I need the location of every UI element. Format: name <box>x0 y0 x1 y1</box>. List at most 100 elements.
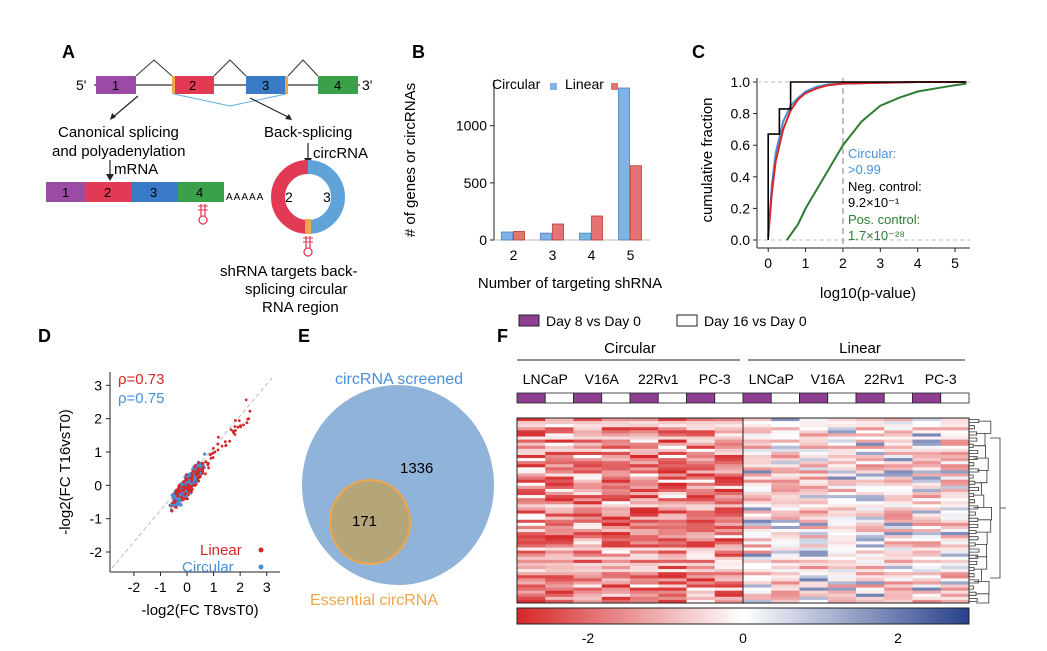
f-heatmap-cell <box>940 495 970 499</box>
f-heatmap-cell <box>545 448 574 453</box>
f-heatmap-cell <box>856 559 885 564</box>
f-heatmap-cell <box>884 458 913 462</box>
f-heatmap-cell <box>940 467 970 471</box>
f-heatmap-cell <box>545 492 574 496</box>
f-heatmap-cell <box>630 550 659 554</box>
d-point <box>200 468 205 473</box>
f-heatmap-cell <box>517 436 546 440</box>
f-heatmap-cell <box>714 439 744 443</box>
f-heatmap-cell <box>771 495 800 499</box>
f-heatmap-cell <box>714 510 744 514</box>
f-heatmap-cell <box>686 544 716 548</box>
b-ytick-label: 1000 <box>456 118 487 134</box>
f-heatmap-cell <box>714 479 744 484</box>
d-point <box>180 496 184 499</box>
d-point <box>170 493 174 497</box>
f-heatmap-cell <box>856 599 885 604</box>
f-heatmap-cell <box>601 479 631 484</box>
f-heatmap-cell <box>827 596 857 601</box>
f-heatmap-cell <box>545 516 574 521</box>
f-heatmap-cell <box>601 572 631 576</box>
f-heatmap-cell <box>884 513 913 517</box>
d-xtick-label: 3 <box>263 579 271 595</box>
f-heatmap-cell <box>827 544 857 548</box>
f-heatmap-cell <box>630 593 659 598</box>
f-cell-line-label: V16A <box>585 371 620 387</box>
f-heatmap-cell <box>771 464 800 468</box>
b-legend-circular: Circular <box>492 76 541 92</box>
venn-essential-label: Essential circRNA <box>310 592 438 609</box>
f-heatmap-cell <box>743 439 772 443</box>
f-heatmap-cell <box>940 541 970 545</box>
b-xtick-label: 5 <box>627 247 635 263</box>
b-bar-linear-4 <box>591 215 603 241</box>
f-heatmap-cell <box>545 519 574 524</box>
f-heatmap-cell <box>827 562 857 567</box>
f-heatmap-cell <box>856 498 885 502</box>
f-heatmap-cell <box>630 578 659 582</box>
f-heatmap-cell <box>545 470 574 474</box>
f-heatmap-cell <box>799 442 829 447</box>
f-heatmap-cell <box>714 473 744 477</box>
f-heatmap-cell <box>714 556 744 561</box>
f-heatmap-cell <box>601 541 631 545</box>
f-heatmap-cell <box>884 488 913 493</box>
f-heatmap-cell <box>545 439 574 443</box>
f-heatmap-cell <box>743 516 772 521</box>
b-legend-circular-swatch <box>550 83 557 90</box>
d-point <box>216 448 220 452</box>
f-heatmap-cell <box>799 547 829 551</box>
c-annot-neg-value: 9.2×10⁻¹ <box>848 195 900 210</box>
f-heatmap-cell <box>743 562 772 567</box>
d-xtick-label: -2 <box>128 579 141 595</box>
f-heatmap-cell <box>601 590 631 595</box>
f-heatmap-cell <box>856 522 885 527</box>
f-legend-day16-swatch <box>676 314 698 327</box>
f-heatmap-cell <box>827 492 857 496</box>
f-heatmap-cell <box>912 492 942 496</box>
f-heatmap-cell <box>714 544 744 548</box>
b-bar-linear-2 <box>513 231 525 241</box>
f-heatmap-cell <box>856 566 885 570</box>
splice-arc-2-3 <box>213 59 247 77</box>
f-heatmap-cell <box>884 510 913 514</box>
f-heatmap-cell <box>658 418 687 422</box>
f-heatmap-cell <box>743 510 772 514</box>
f-heatmap-cell <box>601 458 631 462</box>
f-heatmap-cell <box>884 541 913 545</box>
f-heatmap-cell <box>827 553 857 558</box>
f-heatmap-cell <box>517 538 546 542</box>
f-heatmap-cell <box>856 590 885 595</box>
f-heatmap-cell <box>517 476 546 480</box>
f-heatmap-cell <box>573 430 603 434</box>
f-heatmap-cell <box>658 547 687 551</box>
back-splice-arc <box>173 93 287 107</box>
d-rho-linear: ρ=0.73 <box>118 371 165 388</box>
f-heatmap-cell <box>686 455 716 459</box>
f-heatmap-cell <box>884 596 913 601</box>
f-heatmap-cell <box>658 498 687 502</box>
f-heatmap-cell <box>912 569 942 573</box>
f-annotation-cell <box>770 392 800 404</box>
f-heatmap-cell <box>743 495 772 499</box>
f-heatmap-cell <box>658 535 687 539</box>
f-heatmap-cell <box>884 516 913 521</box>
f-heatmap-cell <box>686 418 716 422</box>
f-heatmap-cell <box>856 578 885 582</box>
f-heatmap-cell <box>940 427 970 431</box>
d-point <box>237 419 241 422</box>
f-heatmap-cell <box>573 538 603 542</box>
f-heatmap-cell <box>714 581 744 585</box>
f-heatmap-cell <box>884 445 913 450</box>
f-heatmap-cell <box>686 501 716 505</box>
f-heatmap-cell <box>884 485 913 490</box>
f-heatmap-cell <box>827 550 857 554</box>
f-heatmap-cell <box>771 566 800 570</box>
f-heatmap-cell <box>517 541 546 545</box>
f-heatmap-cell <box>601 599 631 604</box>
f-heatmap-cell <box>714 575 744 579</box>
f-heatmap-cell <box>912 578 942 582</box>
f-heatmap-cell <box>771 445 800 450</box>
b-x-axis-label: Number of targeting shRNA <box>478 275 662 292</box>
f-heatmap-cell <box>658 455 687 459</box>
